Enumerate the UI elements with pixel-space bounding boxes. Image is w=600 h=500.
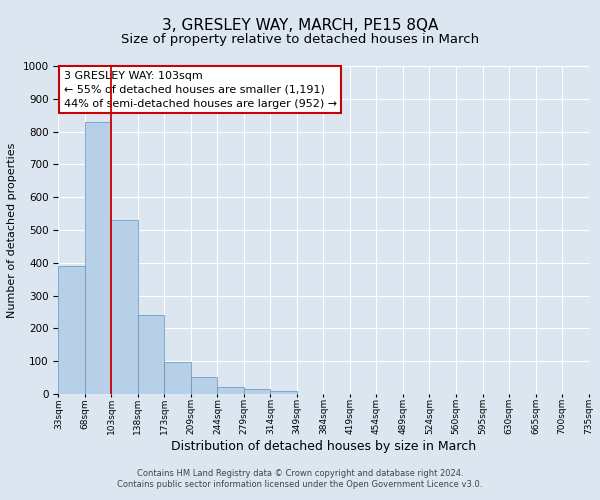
Text: Contains public sector information licensed under the Open Government Licence v3: Contains public sector information licen… — [118, 480, 482, 489]
Bar — [217, 386, 244, 394]
Bar — [271, 390, 297, 394]
Bar — [85, 122, 112, 394]
Bar — [138, 315, 164, 394]
Text: 3, GRESLEY WAY, MARCH, PE15 8QA: 3, GRESLEY WAY, MARCH, PE15 8QA — [162, 18, 438, 32]
Text: Contains HM Land Registry data © Crown copyright and database right 2024.: Contains HM Land Registry data © Crown c… — [137, 468, 463, 477]
Y-axis label: Number of detached properties: Number of detached properties — [7, 142, 17, 318]
Bar — [244, 390, 271, 394]
Text: Size of property relative to detached houses in March: Size of property relative to detached ho… — [121, 32, 479, 46]
Bar — [191, 377, 217, 394]
Bar — [112, 220, 138, 394]
Text: 3 GRESLEY WAY: 103sqm
← 55% of detached houses are smaller (1,191)
44% of semi-d: 3 GRESLEY WAY: 103sqm ← 55% of detached … — [64, 71, 337, 109]
Bar — [58, 266, 85, 394]
X-axis label: Distribution of detached houses by size in March: Distribution of detached houses by size … — [171, 440, 476, 453]
Bar — [164, 362, 191, 394]
